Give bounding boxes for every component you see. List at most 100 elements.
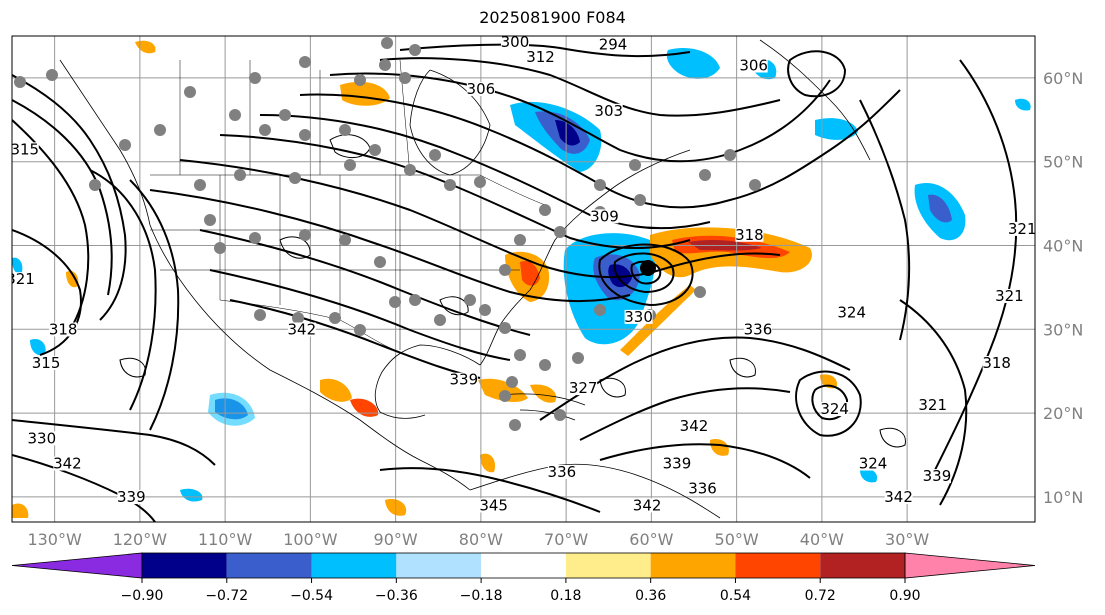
contour-label-text: 336 xyxy=(688,480,717,498)
lon-label-10: 30°W xyxy=(885,530,929,549)
station-dot xyxy=(379,59,391,71)
east-contour-1 xyxy=(929,59,1018,481)
contour-label-15: 345 xyxy=(479,496,508,514)
contour-label-8: 318 xyxy=(49,320,78,338)
station-dot xyxy=(554,409,566,421)
contour-label-bg xyxy=(624,309,653,324)
lon-label-4: 90°W xyxy=(374,530,418,549)
station-dot xyxy=(339,234,351,246)
contour-label-bg xyxy=(820,402,849,417)
cyclone-center-marker xyxy=(640,260,656,276)
contour-label-text: 324 xyxy=(859,455,888,473)
lat-label-0: 10°N xyxy=(1043,488,1083,507)
latitude-labels: 10°N 20°N 30°N 40°N 50°N 60°N xyxy=(1043,69,1083,507)
station-dot xyxy=(354,324,366,336)
contour-label-bg xyxy=(594,103,623,118)
station-dot xyxy=(554,226,566,238)
shade-darkblue-atlantic xyxy=(928,194,952,223)
contour-label-bg xyxy=(859,456,888,471)
colorbar: −0.90 −0.72 −0.54 −0.36 −0.18 0.18 0.36 0.54 0.7… xyxy=(11,552,1036,604)
contour-label-bg xyxy=(449,372,478,387)
contour-label-text: 309 xyxy=(590,207,619,225)
contour-label-bg xyxy=(569,381,598,396)
thin-contour-7 xyxy=(599,377,626,398)
contour-label-text: 339 xyxy=(923,467,952,485)
contour-label-bg xyxy=(117,490,146,505)
lon-label-8: 50°W xyxy=(715,530,759,549)
station-dot xyxy=(299,129,311,141)
pacific-ring-3 xyxy=(129,179,180,431)
contour-label-bg xyxy=(884,490,913,505)
lat-label-3: 40°N xyxy=(1043,236,1083,255)
station-dot xyxy=(509,419,521,431)
contour-label-text: 324 xyxy=(837,304,866,322)
contour-label-bg xyxy=(837,305,866,320)
colorbar-tick-label-8: 0.72 xyxy=(805,588,836,604)
contour-label-7: 321 xyxy=(12,270,35,288)
station-dot xyxy=(289,172,301,184)
contour-306 xyxy=(329,72,831,163)
station-dot xyxy=(194,179,206,191)
colorbar-tick-label-0: −0.90 xyxy=(121,588,164,604)
cyclone-ring-2 xyxy=(613,252,675,294)
contour-label-19: 342 xyxy=(680,417,709,435)
colorbar-segment-8 xyxy=(820,553,905,578)
contour-label-bg xyxy=(982,355,1011,370)
contour-label-bg xyxy=(1008,221,1035,236)
colorbar-segment-6 xyxy=(650,553,736,578)
shade-blue-west xyxy=(30,338,46,356)
station-dot xyxy=(204,214,216,226)
lon-label-0: 130°W xyxy=(27,530,82,549)
contour-label-22: 324 xyxy=(859,455,888,473)
station-dot xyxy=(479,304,491,316)
station-dot xyxy=(629,159,641,171)
pacific-ring-1 xyxy=(12,229,82,356)
contour-label-11: 342 xyxy=(53,455,82,473)
contour-label-9: 315 xyxy=(32,354,61,372)
shade-orange-gulf xyxy=(350,398,379,417)
shade-orange-caribbean2 xyxy=(530,384,557,403)
station-dot xyxy=(89,179,101,191)
station-dot xyxy=(381,37,393,49)
coastline-gulf xyxy=(374,344,481,419)
contour-321b xyxy=(12,119,90,331)
contour-label-30: 309 xyxy=(590,207,619,225)
contour-label-text: 324 xyxy=(820,400,849,418)
contour-label-31: 318 xyxy=(735,226,764,244)
contour-label-27: 321 xyxy=(1008,220,1035,238)
contour-label-text: 318 xyxy=(982,354,1011,372)
colorbar-tick-label-6: 0.36 xyxy=(635,588,666,604)
station-dot xyxy=(464,294,476,306)
station-dot xyxy=(339,124,351,136)
contour-label-24: 321 xyxy=(918,396,947,414)
contour-label-bg xyxy=(743,322,772,337)
contour-label-bg xyxy=(526,50,555,65)
contour-label-text: 318 xyxy=(735,226,764,244)
station-dot xyxy=(594,304,606,316)
contour-label-bg xyxy=(739,58,768,73)
contour-label-25: 318 xyxy=(982,354,1011,372)
lon-label-7: 60°W xyxy=(629,530,673,549)
station-dot xyxy=(389,296,401,308)
station-dot xyxy=(409,44,421,56)
station-dot xyxy=(399,72,411,84)
contour-label-text: 327 xyxy=(569,379,598,397)
station-dot xyxy=(119,139,131,151)
south-contour xyxy=(379,467,601,513)
atlantic-ring-1 xyxy=(795,370,862,437)
station-dot xyxy=(572,352,584,364)
lat-label-4: 50°N xyxy=(1043,153,1083,172)
colorbar-tick-label-4: −0.18 xyxy=(460,588,503,604)
contour-label-4: 306 xyxy=(739,57,768,75)
contour-342b xyxy=(599,443,811,479)
contour-327 xyxy=(209,269,511,361)
contour-label-text: 345 xyxy=(479,496,508,514)
contour-303 xyxy=(379,57,781,117)
contour-330b xyxy=(229,299,481,379)
coastline-south-america xyxy=(469,463,721,519)
contour-label-text: 342 xyxy=(288,320,317,338)
contour-label-text: 294 xyxy=(599,36,628,54)
contour-label-text: 342 xyxy=(53,455,82,473)
contour-300 xyxy=(399,43,691,58)
